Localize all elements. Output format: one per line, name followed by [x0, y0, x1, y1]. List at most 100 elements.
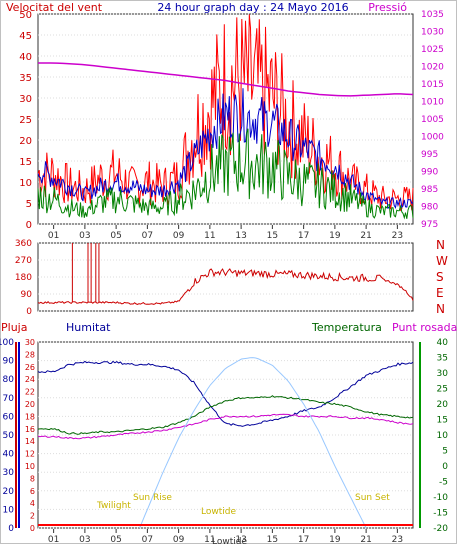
- temp-humidity-series: [37, 357, 414, 529]
- temperature-tick-label: 35: [437, 354, 448, 364]
- rain-label: Pluja: [1, 321, 27, 334]
- humidity-axis-bar: [18, 342, 20, 528]
- pressure-tick-label: 1025: [421, 45, 444, 55]
- lowtide-axis-label: Lowtide: [212, 537, 247, 544]
- hour-tick-label: 01: [48, 231, 59, 241]
- direction-tick-label: 270: [15, 256, 32, 266]
- wind-tick-label: 0: [26, 220, 32, 231]
- rain-tick-label: 28: [25, 350, 35, 359]
- compass-label: W: [436, 254, 448, 268]
- wind-tick-label: 40: [19, 52, 32, 63]
- temperature-tick-label: -20: [433, 524, 448, 534]
- wind-speed-axis: 0 5 10 15 20 25 30 35 40 45 50: [19, 10, 32, 231]
- hour-tick-label: 05: [110, 231, 121, 241]
- rain-tick-label: 0: [30, 524, 35, 533]
- pressure-tick-label: 985: [421, 185, 438, 195]
- humidity-tick-label: 40: [3, 450, 15, 460]
- compass-label: N: [436, 238, 445, 252]
- lowtide-label: Lowtide: [201, 507, 236, 517]
- rain-tick-label: 6: [30, 487, 35, 496]
- wind-tick-label: 10: [19, 178, 32, 189]
- humidity-axis: 0 10 20 30 40 50 60 70 80 90 100: [0, 338, 14, 534]
- wind-tick-label: 45: [19, 31, 32, 42]
- pressure-tick-label: 1035: [421, 10, 444, 20]
- pressure-tick-label: 1015: [421, 80, 444, 90]
- hour-tick-label: 23: [392, 535, 403, 544]
- hour-tick-label: 11: [204, 535, 215, 544]
- humidity-label: Humitat: [66, 321, 111, 334]
- direction-tick-label: 90: [21, 290, 33, 300]
- rain-tick-label: 16: [25, 425, 35, 434]
- temperature-tick-label: 10: [437, 431, 449, 441]
- hour-tick-label: 17: [298, 535, 309, 544]
- rain-tick-label: 12: [25, 450, 35, 459]
- rain-tick-label: 22: [25, 388, 35, 397]
- pressure-tick-label: 990: [421, 168, 438, 178]
- hour-tick-label: 21: [360, 535, 371, 544]
- wind-tick-label: 50: [19, 10, 32, 21]
- series-line: [37, 88, 414, 210]
- rain-tick-label: 20: [25, 400, 35, 409]
- hour-tick-label: 21: [360, 231, 371, 241]
- pressure-tick-label: 1005: [421, 115, 444, 125]
- humidity-tick-label: 80: [3, 375, 15, 385]
- series-line: [37, 395, 414, 435]
- rain-axis-bar: [15, 342, 17, 528]
- humidity-tick-label: 30: [3, 468, 15, 478]
- hour-tick-label: 15: [267, 535, 278, 544]
- temperature-tick-label: 5: [442, 447, 448, 457]
- temperature-tick-label: -15: [433, 509, 448, 519]
- wind-speed-label: Velocitat del vent: [6, 1, 103, 14]
- rain-tick-label: 14: [25, 437, 35, 446]
- hour-tick-label: 13: [235, 231, 246, 241]
- temperature-label: Temperatura: [311, 321, 382, 334]
- humidity-tick-label: 100: [0, 338, 14, 348]
- hour-tick-label: 03: [79, 231, 90, 241]
- twilight-label: Twilight: [96, 501, 131, 511]
- pressure-axis: 975 980 985 990 995 1000 1005 1010 1015 1020 1025 1…: [421, 10, 444, 230]
- temperature-axis: -20 -15 -10 -5 0 5 10 15 20 25 30 35 40: [433, 338, 448, 534]
- temperature-axis-bar: [419, 342, 421, 528]
- rain-tick-label: 10: [25, 462, 35, 471]
- sunrise-label: Sun Rise: [133, 493, 172, 503]
- pressure-tick-label: 1020: [421, 63, 444, 73]
- temperature-tick-label: 40: [437, 338, 449, 348]
- chart-title: 24 hour graph day : 24 Mayo 2016: [157, 1, 348, 14]
- series-line: [37, 128, 414, 220]
- temperature-tick-label: 20: [437, 400, 449, 410]
- wind-tick-label: 20: [19, 136, 32, 147]
- wind-pressure-series: [37, 14, 414, 220]
- pressure-tick-label: 975: [421, 220, 438, 230]
- series-line: [139, 357, 367, 529]
- sunset-label: Sun Set: [355, 493, 390, 503]
- hour-tick-label: 09: [173, 231, 185, 241]
- series-line: [37, 360, 414, 427]
- rain-tick-label: 8: [30, 474, 35, 483]
- direction-tick-label: 0: [26, 307, 32, 317]
- rain-tick-label: 2: [30, 512, 35, 521]
- series-line: [37, 413, 414, 440]
- humidity-tick-label: 60: [3, 412, 15, 422]
- hour-tick-label: 01: [48, 535, 59, 544]
- rain-tick-label: 26: [25, 363, 35, 372]
- hour-tick-label: 19: [329, 535, 341, 544]
- direction-tick-label: 360: [15, 239, 32, 249]
- temp-hour-axis: 01 03 05 07 09 11 13 15 17 19 21 23: [48, 529, 403, 544]
- hour-tick-label: 17: [298, 231, 309, 241]
- hour-tick-label: 11: [204, 231, 215, 241]
- humidity-tick-label: 0: [8, 524, 14, 534]
- hour-tick-label: 07: [142, 535, 153, 544]
- temperature-tick-label: 0: [442, 462, 448, 472]
- temperature-tick-label: -10: [433, 493, 448, 503]
- hour-tick-label: 13: [235, 535, 246, 544]
- pressure-tick-label: 1000: [421, 133, 444, 143]
- temperature-tick-label: 30: [437, 369, 449, 379]
- hour-tick-label: 03: [79, 535, 90, 544]
- wind-direction-line: [37, 268, 414, 305]
- humidity-tick-label: 70: [3, 394, 15, 404]
